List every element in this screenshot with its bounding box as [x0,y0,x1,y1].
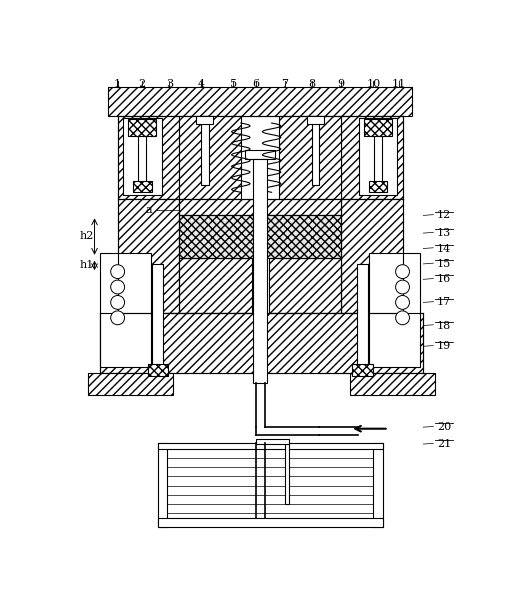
Bar [108,87,412,116]
Bar [341,199,402,313]
Text: 17: 17 [437,297,451,308]
Text: 3: 3 [166,79,173,89]
Bar [100,313,423,373]
Circle shape [111,264,124,278]
Circle shape [396,264,410,278]
Bar [350,373,435,395]
Text: 5: 5 [229,79,237,89]
Bar [253,159,267,382]
Bar [100,253,151,367]
Bar [256,440,289,444]
Bar [138,136,146,190]
Bar [179,258,251,313]
Text: h2: h2 [80,231,94,241]
Circle shape [396,280,410,294]
Text: 19: 19 [437,341,451,351]
Bar [267,215,341,258]
Bar [123,117,161,195]
Text: 9: 9 [337,79,345,89]
Text: a: a [145,205,152,215]
Bar [285,443,289,504]
Bar [357,264,368,371]
Text: 10: 10 [366,79,380,89]
Text: 15: 15 [437,259,451,269]
Text: 20: 20 [437,422,451,432]
Bar [312,116,319,185]
Bar [118,116,179,199]
Bar [158,443,167,527]
Text: h1: h1 [80,260,94,271]
Bar [269,258,341,313]
Circle shape [111,280,124,294]
Text: 8: 8 [308,79,315,89]
Bar [179,215,253,258]
Text: 2: 2 [139,79,146,89]
Bar [369,181,387,192]
Text: 11: 11 [392,79,406,89]
Bar [196,116,213,124]
Bar [341,116,402,199]
Bar [374,136,382,190]
Text: 18: 18 [437,320,451,331]
Bar [373,443,382,527]
Text: 21: 21 [437,439,451,449]
Bar [358,117,397,195]
Bar [152,264,163,371]
Circle shape [111,295,124,309]
Bar [118,199,179,313]
Text: 12: 12 [437,210,451,221]
Bar [158,443,382,449]
Bar [179,199,341,215]
Circle shape [396,311,410,325]
Bar [280,116,341,199]
Bar [352,364,373,376]
Bar [129,119,156,136]
Text: 4: 4 [197,79,204,89]
Bar [147,364,168,376]
Bar [201,116,208,185]
Bar [370,253,420,367]
Circle shape [111,311,124,325]
Text: 7: 7 [281,79,288,89]
Text: 14: 14 [437,244,451,254]
Bar [89,373,173,395]
Text: 1: 1 [114,79,121,89]
Text: 13: 13 [437,228,451,238]
Bar [364,119,392,136]
Bar [133,181,152,192]
Text: 16: 16 [437,274,451,285]
Bar [307,116,324,124]
Bar [179,116,241,199]
Bar [245,150,275,159]
Bar [158,518,382,527]
Circle shape [396,295,410,309]
Text: 6: 6 [253,79,260,89]
